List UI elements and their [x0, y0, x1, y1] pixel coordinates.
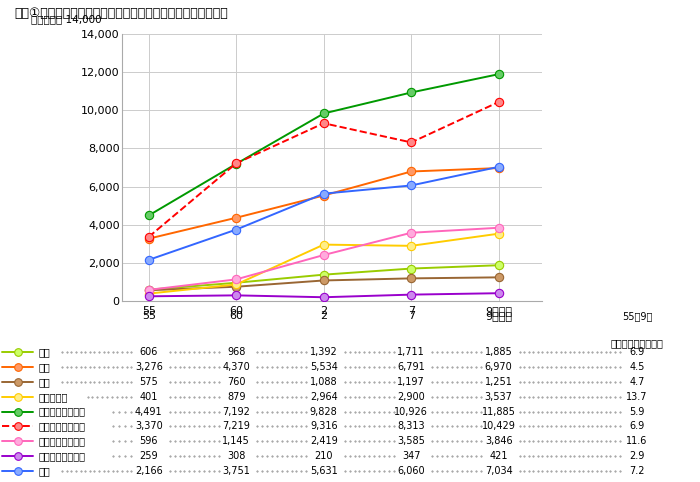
Text: 968: 968 [227, 347, 246, 357]
Text: 2,964: 2,964 [310, 392, 337, 402]
Text: 図表①　情報通信産業における部門別名目粗付加価値額の比較: 図表① 情報通信産業における部門別名目粗付加価値額の比較 [14, 7, 228, 20]
Text: 60: 60 [230, 311, 244, 321]
Text: 3,276: 3,276 [135, 362, 162, 372]
Text: 1,251: 1,251 [485, 377, 512, 387]
Text: 5,534: 5,534 [310, 362, 337, 372]
Text: 401: 401 [139, 392, 158, 402]
Text: 10,429: 10,429 [482, 421, 516, 431]
Text: 3,537: 3,537 [485, 392, 512, 402]
Text: 10,926: 10,926 [394, 407, 428, 416]
Text: 11.6: 11.6 [626, 436, 648, 446]
Text: 9（年）: 9（年） [485, 311, 512, 321]
Text: 情報通信機器製造: 情報通信機器製造 [38, 421, 85, 431]
Text: 1,197: 1,197 [398, 377, 425, 387]
Text: 4,491: 4,491 [135, 407, 162, 416]
Text: 596: 596 [139, 436, 158, 446]
Text: 55～9年: 55～9年 [622, 311, 652, 321]
Text: 2,419: 2,419 [310, 436, 337, 446]
Text: 3,370: 3,370 [135, 421, 162, 431]
Text: 760: 760 [227, 377, 246, 387]
Text: 9,828: 9,828 [310, 407, 337, 416]
Text: 6.9: 6.9 [629, 347, 645, 357]
Text: 1,885: 1,885 [485, 347, 512, 357]
Text: 7: 7 [407, 311, 415, 321]
Text: 4,370: 4,370 [223, 362, 250, 372]
Text: 7,219: 7,219 [223, 421, 250, 431]
Text: 421: 421 [489, 451, 508, 461]
Text: 5,631: 5,631 [310, 466, 337, 476]
Text: 通信: 通信 [38, 362, 50, 372]
Text: 11,885: 11,885 [482, 407, 516, 416]
Text: 6.9: 6.9 [629, 421, 645, 431]
Text: 210: 210 [314, 451, 333, 461]
Text: 5.9: 5.9 [629, 407, 645, 416]
Text: 1,711: 1,711 [398, 347, 425, 357]
Text: 8,313: 8,313 [398, 421, 425, 431]
Text: 2.9: 2.9 [629, 451, 645, 461]
Text: 308: 308 [227, 451, 246, 461]
Text: 2,900: 2,900 [398, 392, 425, 402]
Text: 4.5: 4.5 [629, 362, 645, 372]
Text: （十億円） 14,000: （十億円） 14,000 [32, 14, 102, 24]
Text: 情報ソフト: 情報ソフト [38, 392, 68, 402]
Text: 259: 259 [139, 451, 158, 461]
Text: 6,791: 6,791 [398, 362, 425, 372]
Text: 606: 606 [139, 347, 158, 357]
Text: 55: 55 [141, 311, 155, 321]
Text: 7.2: 7.2 [629, 466, 645, 476]
Text: 1,088: 1,088 [310, 377, 337, 387]
Text: 7,034: 7,034 [485, 466, 512, 476]
Text: 879: 879 [227, 392, 246, 402]
Text: 1,392: 1,392 [310, 347, 337, 357]
Text: 575: 575 [139, 377, 158, 387]
Text: 7,192: 7,192 [223, 407, 250, 416]
Text: 情報関連サービス: 情報関連サービス [38, 407, 85, 416]
Text: 3,585: 3,585 [398, 436, 425, 446]
Text: 6,060: 6,060 [398, 466, 425, 476]
Text: 347: 347 [402, 451, 421, 461]
Text: 2: 2 [320, 311, 328, 321]
Text: 研究: 研究 [38, 466, 50, 476]
Text: 9,316: 9,316 [310, 421, 337, 431]
Text: 年平均成長率（％）: 年平均成長率（％） [610, 338, 664, 348]
Text: 3,751: 3,751 [223, 466, 250, 476]
Text: 電気通信施設建設: 電気通信施設建設 [38, 451, 85, 461]
Text: 郵便: 郵便 [38, 347, 50, 357]
Text: 1,145: 1,145 [223, 436, 250, 446]
Text: 3,846: 3,846 [485, 436, 512, 446]
Text: 4.7: 4.7 [629, 377, 645, 387]
Text: 情報通信機器賃賃: 情報通信機器賃賃 [38, 436, 85, 446]
Text: 6,970: 6,970 [485, 362, 512, 372]
Text: 2,166: 2,166 [135, 466, 162, 476]
Text: 放送: 放送 [38, 377, 50, 387]
Text: 13.7: 13.7 [626, 392, 648, 402]
